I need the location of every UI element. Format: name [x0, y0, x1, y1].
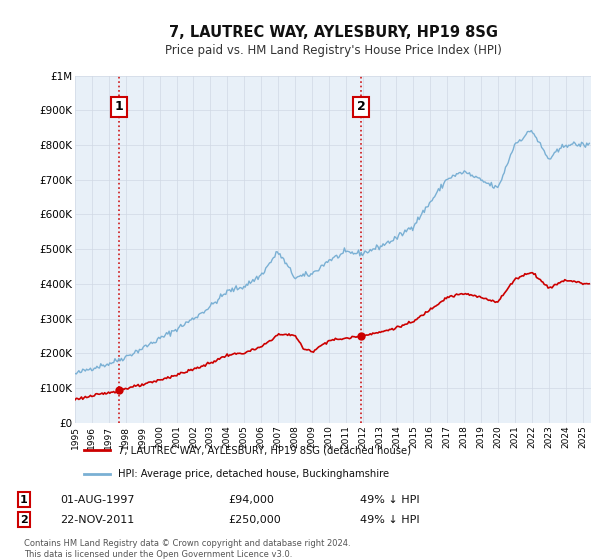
Text: 2: 2: [356, 100, 365, 113]
Text: 49% ↓ HPI: 49% ↓ HPI: [360, 494, 419, 505]
Text: 22-NOV-2011: 22-NOV-2011: [60, 515, 134, 525]
Text: 01-AUG-1997: 01-AUG-1997: [60, 494, 134, 505]
Text: 7, LAUTREC WAY, AYLESBURY, HP19 8SG (detached house): 7, LAUTREC WAY, AYLESBURY, HP19 8SG (det…: [118, 445, 411, 455]
Text: £250,000: £250,000: [228, 515, 281, 525]
Text: 7, LAUTREC WAY, AYLESBURY, HP19 8SG: 7, LAUTREC WAY, AYLESBURY, HP19 8SG: [169, 25, 497, 40]
Text: Price paid vs. HM Land Registry's House Price Index (HPI): Price paid vs. HM Land Registry's House …: [164, 44, 502, 57]
Text: 1: 1: [115, 100, 123, 113]
Text: 2: 2: [20, 515, 28, 525]
Text: £94,000: £94,000: [228, 494, 274, 505]
Text: This data is licensed under the Open Government Licence v3.0.: This data is licensed under the Open Gov…: [24, 550, 292, 559]
Text: HPI: Average price, detached house, Buckinghamshire: HPI: Average price, detached house, Buck…: [118, 469, 389, 479]
Text: 49% ↓ HPI: 49% ↓ HPI: [360, 515, 419, 525]
Text: Contains HM Land Registry data © Crown copyright and database right 2024.: Contains HM Land Registry data © Crown c…: [24, 539, 350, 548]
Text: 1: 1: [20, 494, 28, 505]
